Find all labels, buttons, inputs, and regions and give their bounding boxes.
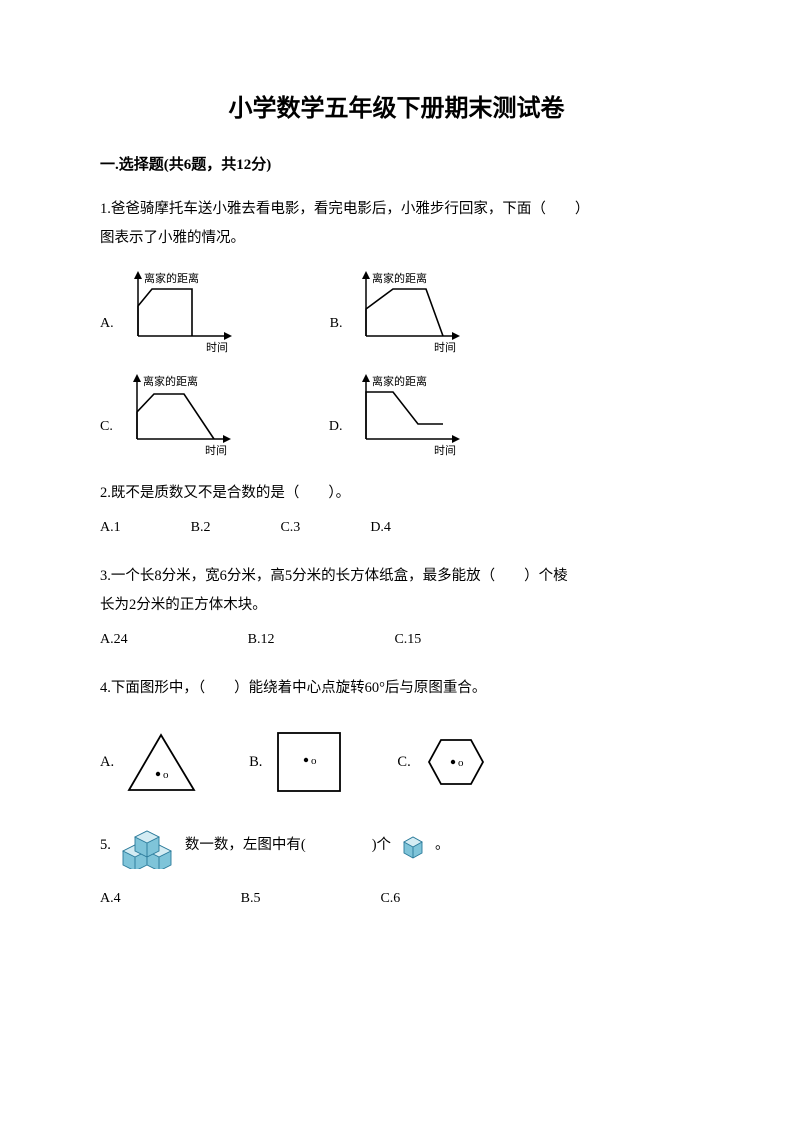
graph-d: 离家的距离 时间 (348, 374, 478, 459)
question-1: 1.爸爸骑摩托车送小雅去看电影，看完电影后，小雅步行回家，下面（ ） 图表示了小… (100, 195, 693, 459)
svg-text:时间: 时间 (434, 444, 456, 457)
q2-option-b: B.2 (191, 514, 211, 542)
question-3: 3.一个长8分米，宽6分米，高5分米的长方体纸盒，最多能放（ ）个棱 长为2分米… (100, 562, 693, 654)
graph-a: 离家的距离 时间 (120, 271, 250, 356)
q3-option-c: C.15 (394, 626, 421, 654)
q1-graph-row-1: A. 离家的距离 时间 B. 离家的距离 时间 (100, 271, 693, 356)
q2-option-a: A.1 (100, 514, 121, 542)
q5-text1: 数一数，左图中有( (185, 831, 306, 860)
svg-text:离家的距离: 离家的距离 (372, 374, 427, 388)
q5-option-b: B.5 (241, 885, 261, 913)
graph-b: 离家的距离 时间 (348, 271, 478, 356)
svg-text:o: o (458, 757, 464, 769)
triangle-icon: o (124, 730, 199, 795)
section-header: 一.选择题(共6题，共12分) (100, 153, 693, 177)
q4-option-c: C. o (397, 732, 490, 792)
q2-text: 2.既不是质数又不是合数的是（ ）。 (100, 479, 693, 508)
graph-c: 离家的距离 时间 (119, 374, 249, 459)
svg-text:o: o (163, 769, 169, 781)
q5-text3: 。 (435, 831, 450, 860)
q2-option-c: C.3 (280, 514, 300, 542)
q2-option-d: D.4 (370, 514, 391, 542)
q1-label-a: A. (100, 310, 114, 338)
q1-option-c: C. 离家的距离 时间 (100, 374, 249, 459)
q5-options: A.4 B.5 C.6 (100, 885, 693, 913)
q1-label-c: C. (100, 413, 113, 441)
svg-text:时间: 时间 (205, 444, 227, 457)
single-cube-icon (399, 831, 427, 859)
q4-text: 4.下面图形中，（ ）能绕着中心点旋转60°后与原图重合。 (100, 674, 693, 703)
q4-option-a: A. o (100, 730, 199, 795)
q1-text-line2: 图表示了小雅的情况。 (100, 224, 693, 253)
q2-options: A.1 B.2 C.3 D.4 (100, 514, 693, 542)
question-2: 2.既不是质数又不是合数的是（ ）。 A.1 B.2 C.3 D.4 (100, 479, 693, 542)
q4-option-b: B. o (249, 727, 347, 797)
q5-option-c: C.6 (380, 885, 400, 913)
q1-text-line1: 1.爸爸骑摩托车送小雅去看电影，看完电影后，小雅步行回家，下面（ ） (100, 195, 693, 224)
q3-text-line1: 3.一个长8分米，宽6分米，高5分米的长方体纸盒，最多能放（ ）个棱 (100, 562, 693, 591)
cube-stack-icon (119, 821, 177, 869)
q5-row: 5. 数一数，左图中有( )个 。 (100, 821, 693, 869)
q5-text2: )个 (372, 831, 391, 860)
page-title: 小学数学五年级下册期末测试卷 (100, 90, 693, 128)
q4-label-a: A. (100, 748, 114, 777)
square-icon: o (272, 727, 347, 797)
svg-text:时间: 时间 (434, 341, 456, 354)
q3-option-a: A.24 (100, 626, 128, 654)
q1-option-b: B. 离家的距离 时间 (330, 271, 479, 356)
hexagon-icon: o (421, 732, 491, 792)
q4-label-c: C. (397, 748, 410, 777)
q1-label-b: B. (330, 310, 343, 338)
question-5: 5. 数一数，左图中有( )个 。 A.4 B.5 (100, 821, 693, 913)
q4-label-b: B. (249, 748, 262, 777)
q5-option-a: A.4 (100, 885, 121, 913)
svg-text:时间: 时间 (206, 341, 228, 354)
question-4: 4.下面图形中，（ ）能绕着中心点旋转60°后与原图重合。 A. o B. o … (100, 674, 693, 797)
q3-option-b: B.12 (248, 626, 275, 654)
q5-prefix: 5. (100, 831, 111, 860)
q1-graph-row-2: C. 离家的距离 时间 D. 离家的距离 时间 (100, 374, 693, 459)
svg-text:离家的距离: 离家的距离 (144, 271, 199, 285)
svg-text:离家的距离: 离家的距离 (372, 271, 427, 285)
q1-label-d: D. (329, 413, 343, 441)
svg-text:离家的距离: 离家的距离 (143, 374, 198, 388)
q1-option-a: A. 离家的距离 时间 (100, 271, 250, 356)
q3-options: A.24 B.12 C.15 (100, 626, 693, 654)
q4-shapes: A. o B. o C. o (100, 727, 693, 797)
q3-text-line2: 长为2分米的正方体木块。 (100, 591, 693, 620)
q1-option-d: D. 离家的距离 时间 (329, 374, 479, 459)
svg-text:o: o (311, 755, 317, 767)
